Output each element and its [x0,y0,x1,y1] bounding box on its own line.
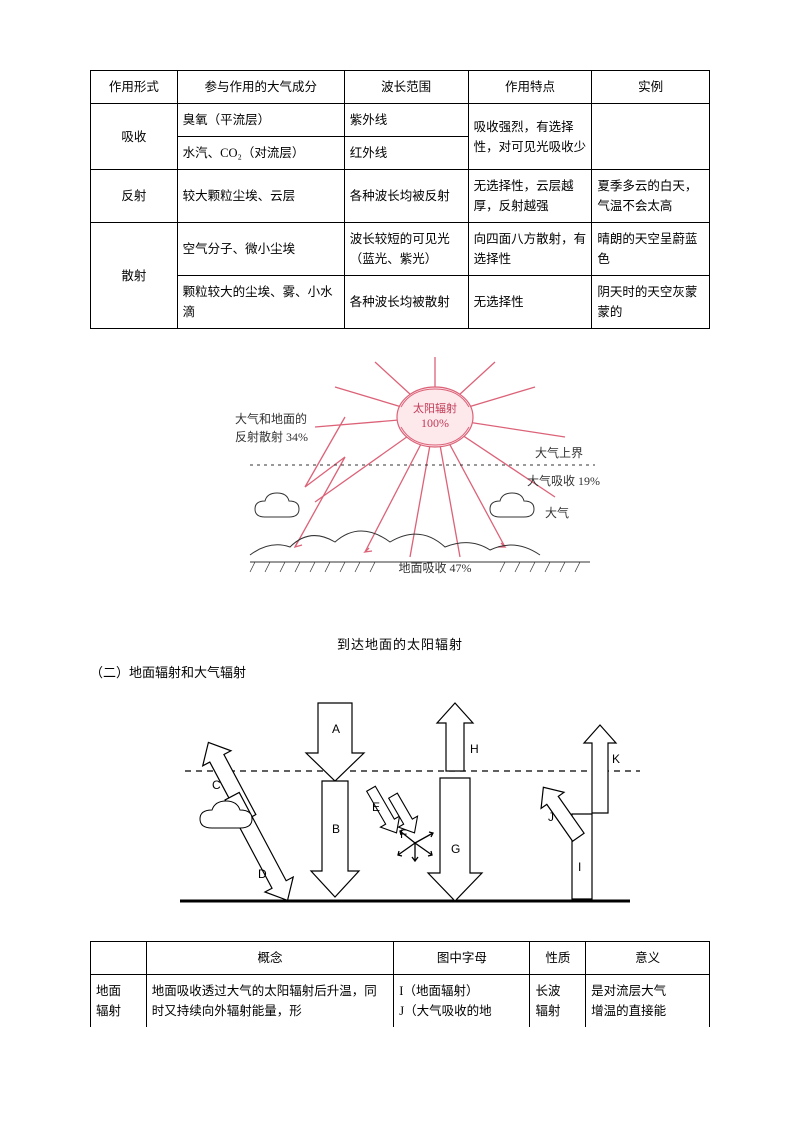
t1-r4-eg: 阴天时的天空灰蒙蒙的 [592,276,710,329]
t2-concept: 地面吸收透过大气的太阳辐射后升温，同时又持续向外辐射能量，形 [146,975,394,1028]
t1-r3-eg: 晴朗的天空呈蔚蓝色 [592,223,710,276]
t2-h1: 概念 [146,942,394,975]
t1-r0-eg [592,104,710,170]
t1-r0-range: 紫外线 [344,104,468,137]
sun-label-top: 太阳辐射 [413,401,457,415]
lbl-g: G [451,842,460,856]
t1-r0-feat: 吸收强烈，有选择性，对可见光吸收少 [468,104,592,170]
radiation-arrows-diagram: A B C D [140,693,660,923]
reflect-label-1: 大气和地面的 [235,411,307,426]
section2-title: （二）地面辐射和大气辐射 [90,662,710,681]
t1-r2-feat: 无选择性，云层越厚，反射越强 [468,170,592,223]
lbl-e: E [372,800,380,814]
reflect-label-2: 反射散射 34% [235,429,308,444]
t1-r2-eg: 夏季多云的白天，气温不会太高 [592,170,710,223]
lbl-c: C [212,778,221,792]
sun-radiation-diagram: 太阳辐射 100% 大气上界 大气吸收 19% 大气和地面的 反射散射 34% … [195,357,605,637]
t1-h2: 波长范围 [344,71,468,104]
lbl-h: H [470,742,479,756]
t1-r4-comp: 颗粒较大的尘埃、雾、小水滴 [177,276,344,329]
t1-r1-range: 红外线 [344,137,468,170]
t1-r4-feat: 无选择性 [468,276,592,329]
t1-r3-feat: 向四面八方散射，有选择性 [468,223,592,276]
t1-h0: 作用形式 [91,71,178,104]
lbl-i: I [578,860,581,874]
t1-h1: 参与作用的大气成分 [177,71,344,104]
atm-label: 大气 [545,505,569,520]
lbl-k: K [612,752,620,766]
sun-label-bottom: 100% [421,416,449,430]
t1-h3: 作用特点 [468,71,592,104]
t1-r2-form: 反射 [91,170,178,223]
lbl-a: A [332,722,340,736]
atm-upper-label: 大气上界 [535,445,583,460]
t1-r2-comp: 较大颗粒尘埃、云层 [177,170,344,223]
t2-h2: 图中字母 [394,942,530,975]
lbl-j: J [548,810,554,824]
radiation-concepts-table: 概念 图中字母 性质 意义 地面辐射 地面吸收透过大气的太阳辐射后升温，同时又持… [90,941,710,1027]
t1-r3-range: 波长较短的可见光（蓝光、紫光） [344,223,468,276]
sun-diagram-caption: 到达地面的太阳辐射 [195,634,605,653]
lbl-b: B [332,822,340,836]
t1-r1-comp: 水汽、CO₂（对流层） [177,137,344,170]
t2-h3: 性质 [530,942,586,975]
t2-name: 地面辐射 [91,975,147,1028]
t1-r0-comp: 臭氧（平流层） [177,104,344,137]
t1-r3-comp: 空气分子、微小尘埃 [177,223,344,276]
t2-h0 [91,942,147,975]
t1-r4-range: 各种波长均被散射 [344,276,468,329]
ground-absorb-label: 地面吸收 47% [399,561,472,575]
t2-nature: 长波辐射 [530,975,586,1028]
t1-h4: 实例 [592,71,710,104]
atm-absorb-label: 大气吸收 19% [527,473,600,488]
t1-r0-form: 吸收 [91,104,178,170]
lbl-d: D [258,867,267,881]
t2-h4: 意义 [586,942,710,975]
t2-meaning: 是对流层大气增温的直接能 [586,975,710,1028]
t1-r2-range: 各种波长均被反射 [344,170,468,223]
t2-letters: I（地面辐射）J（大气吸收的地 [394,975,530,1028]
effects-table: 作用形式 参与作用的大气成分 波长范围 作用特点 实例 吸收 臭氧（平流层） 紫… [90,70,710,329]
t1-r3-form: 散射 [91,223,178,329]
